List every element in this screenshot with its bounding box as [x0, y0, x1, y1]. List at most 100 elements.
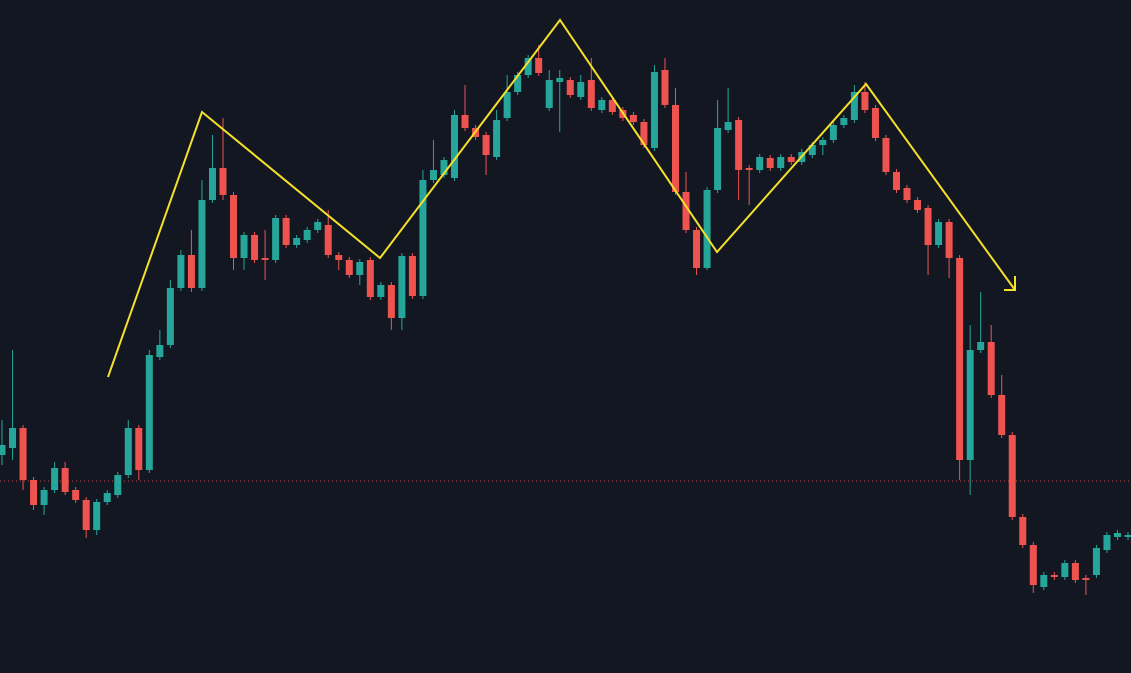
- candle-body: [429, 170, 437, 180]
- candle-body: [556, 78, 564, 82]
- candle-body: [629, 115, 637, 122]
- candle-body: [598, 100, 606, 110]
- arrow-head: [1004, 276, 1016, 291]
- candle-body: [198, 200, 206, 288]
- candle-body: [408, 256, 416, 296]
- candle-body: [461, 115, 469, 128]
- candle-body: [1029, 545, 1037, 585]
- candle-body: [1082, 578, 1090, 580]
- candle-body: [914, 200, 922, 210]
- candle-body: [82, 500, 90, 530]
- candle-body: [387, 285, 395, 318]
- candle-body: [724, 122, 732, 130]
- candle-body: [808, 145, 816, 155]
- candle-body: [524, 58, 532, 75]
- candle-body: [693, 230, 701, 268]
- candle-body: [535, 58, 543, 73]
- candle-body: [1061, 563, 1069, 577]
- candle-body: [187, 255, 195, 288]
- candle-body: [787, 157, 795, 162]
- candle-body: [451, 115, 459, 178]
- candle-body: [977, 342, 985, 350]
- candle-body: [345, 260, 353, 275]
- candle-body: [566, 80, 574, 95]
- candle-body: [72, 490, 80, 500]
- candle-body: [829, 125, 837, 140]
- candle-body: [840, 118, 848, 125]
- candle-body: [219, 168, 227, 195]
- candle-body: [61, 468, 69, 492]
- candle-body: [482, 135, 490, 155]
- candle-body: [398, 256, 406, 318]
- candle-body: [1050, 575, 1058, 577]
- candle-body: [956, 258, 964, 460]
- candle-body: [671, 105, 679, 192]
- candle-body: [903, 188, 911, 200]
- candle-body: [419, 180, 427, 296]
- candle-body: [208, 168, 216, 200]
- candle-body: [40, 490, 48, 505]
- candle-body: [366, 260, 374, 297]
- candle-body: [661, 70, 669, 105]
- candle-body: [1008, 435, 1016, 517]
- candle-body: [293, 238, 301, 245]
- candle-body: [1113, 533, 1121, 537]
- candle-body: [587, 80, 595, 108]
- candle-body: [103, 493, 111, 502]
- candle-body: [282, 218, 290, 245]
- candle-body: [682, 192, 690, 230]
- candle-body: [251, 235, 259, 260]
- candle-body: [166, 288, 174, 345]
- candle-body: [966, 350, 974, 460]
- candle-body: [230, 195, 238, 258]
- candle-body: [493, 120, 501, 157]
- candle-body: [440, 160, 448, 175]
- candle-body: [272, 218, 280, 260]
- candle-body: [998, 395, 1006, 435]
- candle-body: [177, 255, 185, 288]
- candle-body: [882, 138, 890, 172]
- candle-body: [745, 168, 753, 170]
- candle-body: [324, 225, 332, 255]
- candle-body: [1092, 548, 1100, 575]
- candles: [0, 45, 1131, 595]
- candle-body: [93, 502, 101, 530]
- candle-body: [861, 92, 869, 110]
- candle-body: [0, 445, 6, 455]
- candle-body: [935, 222, 943, 245]
- candle-body: [987, 342, 995, 395]
- candle-body: [156, 345, 164, 357]
- candle-body: [335, 255, 343, 260]
- candle-body: [703, 190, 711, 268]
- candle-body: [30, 480, 38, 505]
- candle-body: [1071, 563, 1079, 580]
- candle-body: [608, 100, 616, 112]
- candle-body: [356, 262, 364, 275]
- candle-body: [850, 92, 858, 120]
- candle-body: [124, 428, 132, 475]
- candle-body: [819, 140, 827, 145]
- candle-body: [51, 468, 59, 490]
- candle-body: [114, 475, 122, 495]
- candle-body: [303, 230, 311, 240]
- candle-body: [19, 428, 27, 480]
- candle-body: [145, 355, 153, 470]
- candle-body: [261, 258, 269, 260]
- candle-body: [577, 82, 585, 97]
- candle-body: [871, 108, 879, 138]
- candle-body: [892, 172, 900, 190]
- candle-body: [514, 75, 522, 92]
- candle-body: [766, 158, 774, 168]
- candle-body: [503, 92, 511, 118]
- zigzag-annotation: [107, 18, 1016, 378]
- candle-body: [650, 72, 658, 148]
- candle-body: [924, 208, 932, 245]
- candle-body: [377, 285, 385, 297]
- candle-body: [545, 80, 553, 108]
- candle-body: [9, 428, 17, 448]
- candle-body: [1040, 575, 1048, 587]
- candle-body: [135, 428, 143, 470]
